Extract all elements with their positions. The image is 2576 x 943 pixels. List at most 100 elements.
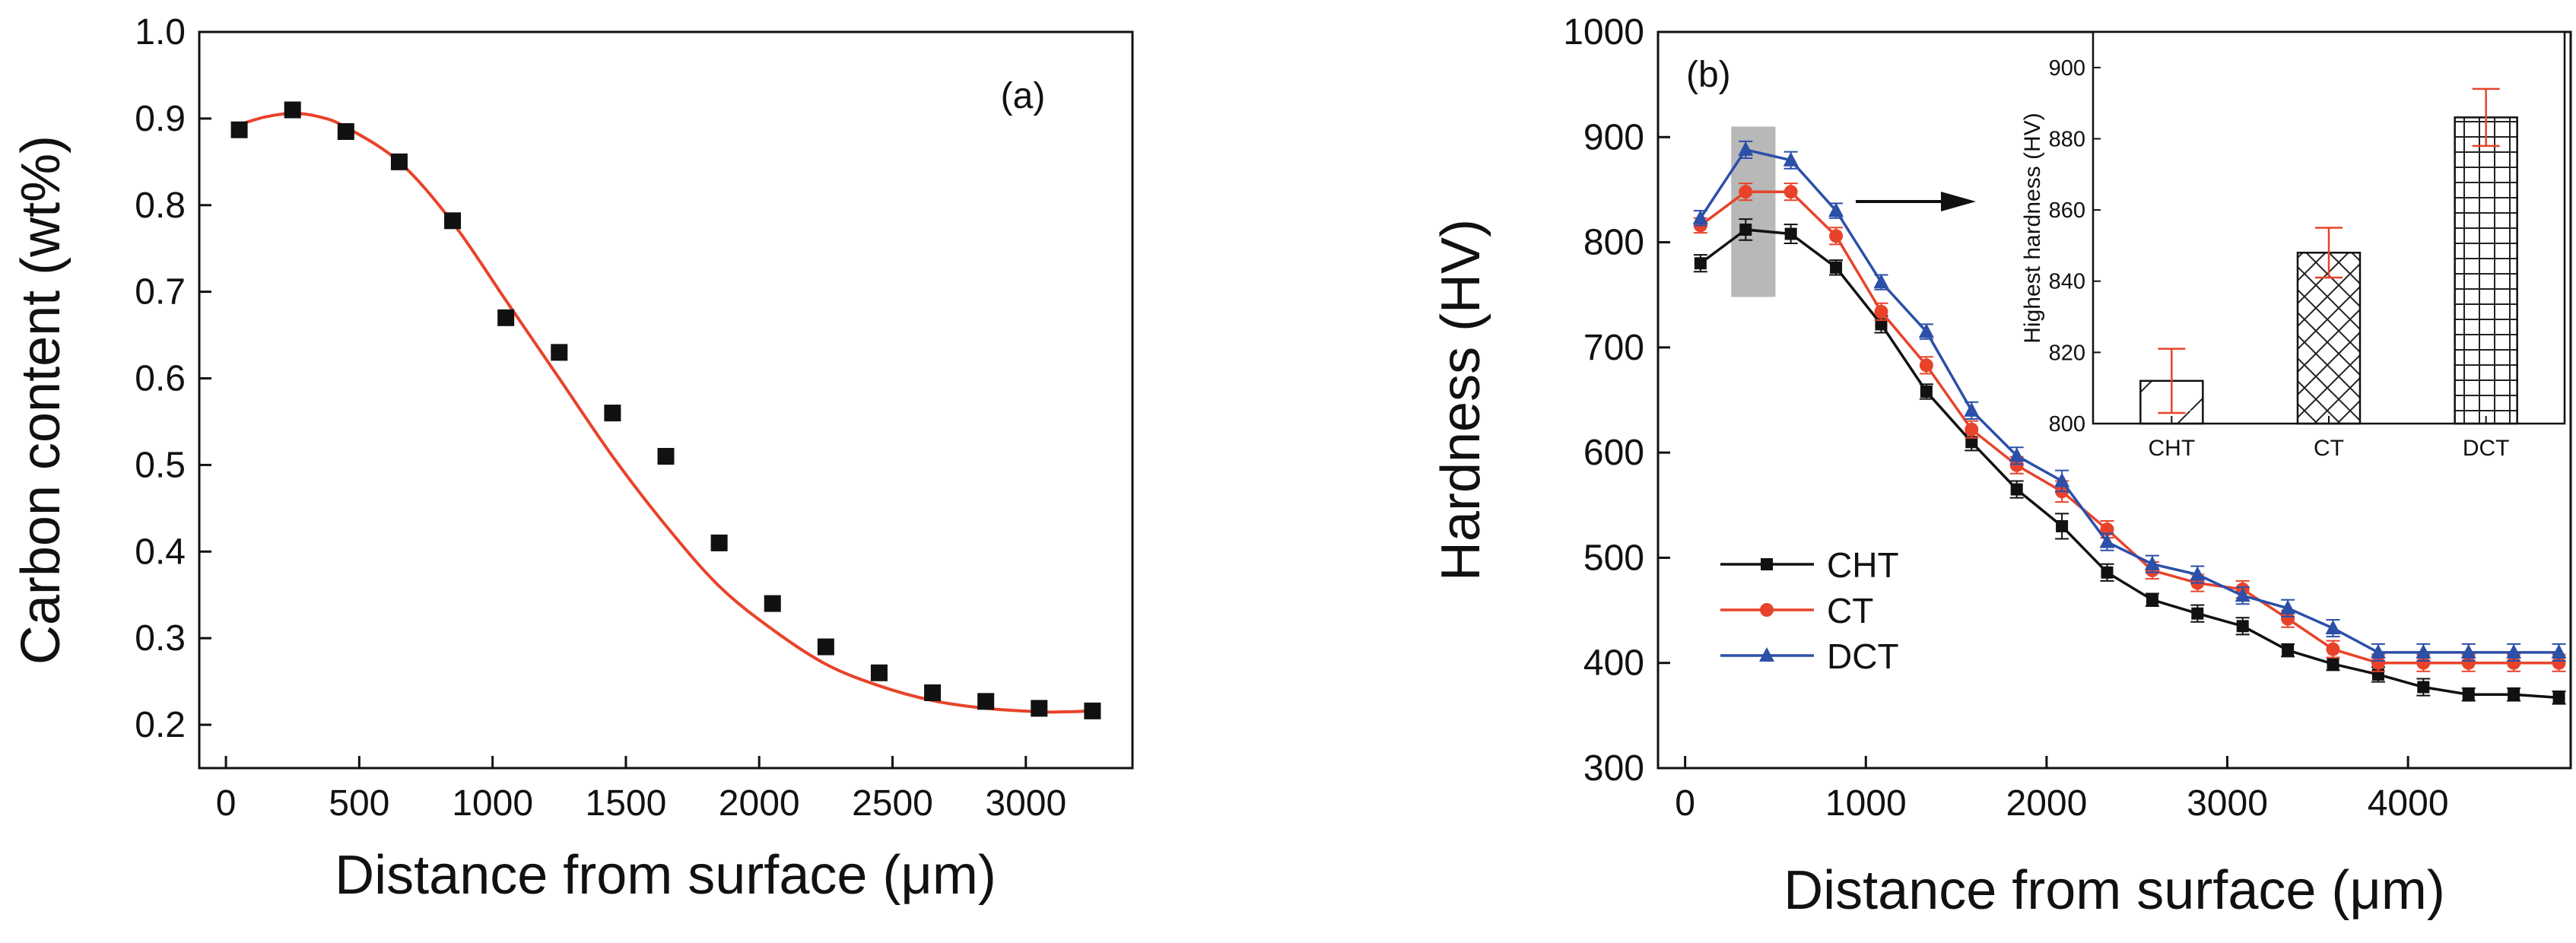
inset-ticks: 800 820 840 860 880 900 [2049,56,2101,437]
data-point [1828,202,1844,217]
data-point [2146,593,2158,606]
fit-line [239,112,1093,714]
inset-chart: 800 820 840 860 880 900 CHT CT DCT Highest hard… [2020,30,2566,461]
data-point [604,405,621,422]
arrow-to-inset [1856,192,1976,211]
data-point [1875,318,1888,331]
x-axis-label-b: Distance from surface (μm) [1784,860,2445,921]
data-point [2236,620,2249,633]
x-tick-label-b: 3000 [2187,783,2268,824]
data-point [710,534,728,551]
data-point [2416,643,2431,659]
data-point [1738,141,1754,156]
inset-x-tick-label: DCT [2463,436,2510,461]
points-a [230,101,1101,719]
data-point [2508,688,2520,701]
inset-y-tick-label: 800 [2049,412,2085,437]
data-point [1692,209,1708,224]
inset-y-tick-label: 860 [2049,198,2085,223]
data-point [2325,620,2341,635]
inset-y-tick-label: 840 [2049,270,2085,294]
y-tick-label-b: 500 [1583,538,1644,578]
data-point [337,122,354,140]
legend-label: CHT [1827,545,1899,585]
data-point [2552,656,2566,670]
x-tick-label-b: 1000 [1825,783,1907,824]
data-point [2010,483,2023,496]
inset-bars: CHT CT DCT [2139,87,2518,461]
data-point [870,664,888,681]
data-point [1739,223,1752,236]
fit-curve-a [239,112,1093,714]
data-point [2280,599,2296,614]
y-axis-label-b: Hardness (HV) [1431,219,1491,581]
data-point [2551,643,2567,659]
panel-label-b: (b) [1686,55,1731,95]
data-point [2417,681,2430,694]
series-line [1699,148,2559,654]
x-tick-label-a: 1000 [452,783,533,824]
legend-marker [1759,647,1774,662]
y-tick-label-a: 0.2 [135,705,186,745]
data-point [2371,656,2385,670]
inset-x-tick-label: CHT [2149,436,2196,461]
data-point [2460,643,2476,659]
data-point [1874,304,1888,319]
x-tick-label-b: 4000 [2368,783,2449,824]
data-point [2552,691,2565,704]
y-tick-label-a: 0.7 [135,272,186,313]
legend-item-DCT: DCT [1720,637,1899,676]
y-axis-label-a: Carbon content (wt%) [11,135,71,665]
series-CHT [1693,218,2566,705]
data-point [1829,229,1844,243]
data-point [1784,185,1798,199]
x-tick-label-a: 2500 [852,783,933,824]
data-point [1694,257,1707,270]
series-b [1692,140,2567,705]
data-point [2190,566,2206,581]
data-point [1031,700,1048,717]
data-point [1783,151,1799,167]
data-point [2327,658,2339,671]
data-point [764,595,781,612]
legend-marker [1761,558,1773,570]
legend-marker [1760,603,1774,617]
x-tick-label-b: 0 [1675,783,1695,824]
data-point [2462,688,2475,701]
legend-item-CHT: CHT [1720,545,1899,585]
data-point [1920,385,1933,398]
inset-y-tick-label: 820 [2049,341,2085,365]
x-tick-label-a: 0 [216,783,237,824]
data-point [2326,642,2340,656]
data-point [2507,656,2521,670]
data-point [977,693,995,710]
legend: CHT CT DCT [1720,545,1899,676]
y-tick-label-a: 0.9 [135,99,186,139]
y-tick-label-a: 0.4 [135,532,186,572]
data-point [2191,607,2204,620]
data-point [1084,702,1101,719]
data-point [1830,261,1843,274]
ticks-a: 0 500 1000 1500 2000 2500 3000 0.2 0.3 0.4 0.5 0.6 0… [135,12,1066,824]
y-tick-label-b: 400 [1583,643,1644,684]
data-point [2461,656,2476,670]
data-point [1784,227,1797,240]
data-point [2281,611,2295,626]
y-tick-label-a: 1.0 [135,12,186,52]
y-tick-label-b: 900 [1583,117,1644,157]
inset-x-tick-label: CT [2314,436,2344,461]
data-point [2282,644,2295,657]
panel-a: 0 500 1000 1500 2000 2500 3000 0.2 0.3 0.4 0.5 0.6 0… [11,12,1134,906]
data-point [2056,519,2069,532]
series-line [1699,190,2559,665]
data-point [2054,472,2070,487]
x-tick-label-a: 3000 [985,783,1066,824]
inset-y-tick-label: 900 [2049,56,2085,81]
legend-label: DCT [1827,637,1899,676]
x-tick-label-a: 500 [329,783,389,824]
plot-frame-a [198,30,1134,770]
data-point [444,212,462,230]
data-point [1965,436,1978,449]
data-point [1873,274,1889,289]
data-point [924,684,942,701]
